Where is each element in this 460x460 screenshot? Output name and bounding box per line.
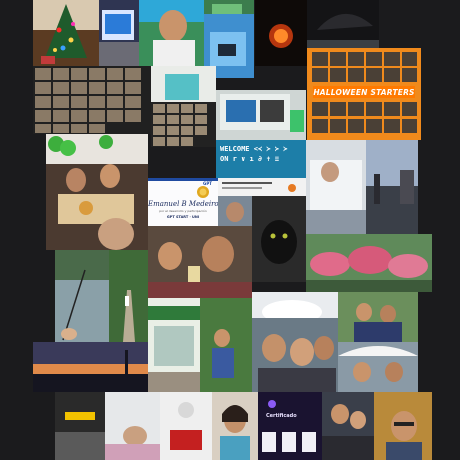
halloween-banner: HALLOWEEN STARTERS — [313, 86, 415, 98]
welcome-text-line2: ON r ∨ ı ∂ ✝ ≡ — [220, 155, 280, 163]
photo-pink-plants — [306, 234, 432, 292]
photo-green-screen-desk — [216, 90, 306, 140]
photo-video-call-grid-large — [33, 66, 151, 134]
photo-fishing-lake — [55, 250, 109, 342]
photo-laptop-person — [99, 0, 139, 66]
photo-certificate-dark: Certificado — [258, 392, 322, 460]
photo-group-selfie — [252, 318, 338, 392]
photo-pumpkin-dark — [255, 0, 307, 66]
photo-selfie-man — [139, 0, 204, 66]
photo-yellow-corridor — [55, 392, 105, 460]
photo-red-gadget — [160, 392, 212, 460]
photo-black-cat — [252, 196, 306, 282]
photo-umbrella-dark — [307, 0, 379, 48]
photo-certificate: GPT Emanuel B Medeiros por el desarrollo… — [148, 178, 218, 226]
welcome-text-line1: WELCOME <≺ ≻ ≻ ≻ — [220, 145, 288, 153]
cert-body: por el desarrollo y participación — [159, 209, 207, 213]
photo-sunset-silhouette — [33, 342, 148, 392]
halloween-banner-text: HALLOWEEN STARTERS — [313, 87, 415, 97]
photo-man-with-cap — [218, 196, 252, 226]
cert2-title: Certificado — [266, 413, 297, 419]
photo-christmas-tree — [33, 0, 99, 66]
photo-green-balloons-party — [46, 134, 148, 250]
cert-brand: GPT — [203, 181, 212, 186]
photo-welcome-board: WELCOME <≺ ≻ ≻ ≻ ON r ∨ ı ∂ ✝ ≡ — [216, 140, 306, 178]
photo-couple-outdoors — [338, 292, 418, 342]
photo-halloween-starters-grid: HALLOWEEN STARTERS — [307, 48, 421, 140]
photo-man-glasses — [374, 392, 432, 460]
photo-forest-path — [109, 250, 148, 342]
photo-storefront — [148, 298, 200, 392]
photo-umbrella-selfie — [338, 342, 418, 392]
photo-woman-portrait — [212, 392, 258, 460]
photo-bed-rest — [105, 392, 160, 460]
photo-group-indoor — [322, 392, 374, 460]
photo-street-sunset — [366, 140, 418, 234]
photo-hospital-bed — [306, 140, 366, 234]
photo-garden-woman — [200, 298, 252, 392]
cert-signature: GPT START · UNI — [166, 215, 200, 219]
photo-video-call-grid-small — [151, 102, 216, 147]
cert-name: Emanuel B Medeiros — [148, 200, 218, 208]
photo-toast-friends — [148, 226, 252, 298]
